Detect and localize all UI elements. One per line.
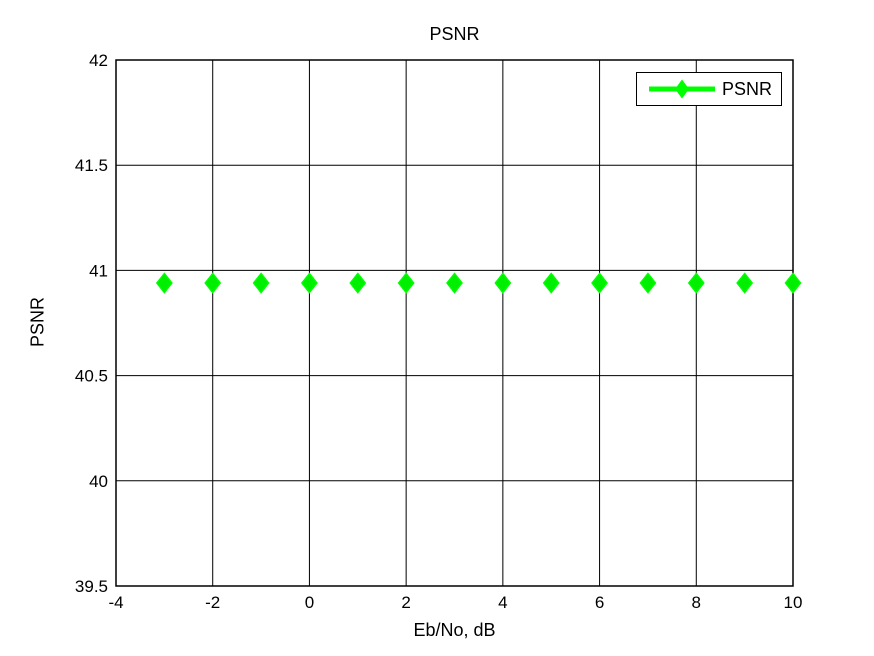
data-point-diamond — [397, 272, 415, 294]
y-tick-label: 40.5 — [75, 367, 108, 386]
chart-title: PSNR — [429, 24, 480, 44]
data-point-diamond — [639, 272, 657, 294]
data-point-diamond — [736, 272, 754, 294]
legend-swatch — [649, 79, 715, 99]
legend-label: PSNR — [722, 78, 773, 99]
data-point-diamond — [155, 272, 173, 294]
data-point-diamond — [252, 272, 270, 294]
y-tick-label: 40 — [89, 472, 108, 491]
data-point-diamond — [204, 272, 222, 294]
x-tick-label: 6 — [595, 593, 604, 612]
data-point-diamond — [591, 272, 609, 294]
x-tick-label: 8 — [692, 593, 701, 612]
y-tick-label: 42 — [89, 51, 108, 70]
legend: PSNR — [636, 72, 782, 106]
data-point-diamond — [784, 272, 802, 294]
x-tick-label: -2 — [205, 593, 220, 612]
x-tick-label: 4 — [498, 593, 507, 612]
x-axis-label: Eb/No, dB — [413, 620, 496, 640]
axes-box — [115, 59, 794, 587]
y-tick-label: 41.5 — [75, 156, 108, 175]
x-tick-label: 10 — [784, 593, 803, 612]
data-point-diamond — [300, 272, 318, 294]
data-point-diamond — [446, 272, 463, 294]
y-tick-label: 41 — [89, 261, 108, 280]
x-tick-label: 0 — [305, 593, 314, 612]
x-tick-label: -4 — [108, 593, 123, 612]
y-tick-label: 39.5 — [75, 577, 108, 596]
legend-diamond-marker-icon — [675, 79, 689, 99]
data-point-diamond — [542, 272, 560, 294]
data-point-diamond — [349, 272, 367, 294]
x-tick-label: 2 — [401, 593, 410, 612]
data-point-diamond — [687, 272, 705, 294]
data-point-diamond — [494, 272, 512, 294]
